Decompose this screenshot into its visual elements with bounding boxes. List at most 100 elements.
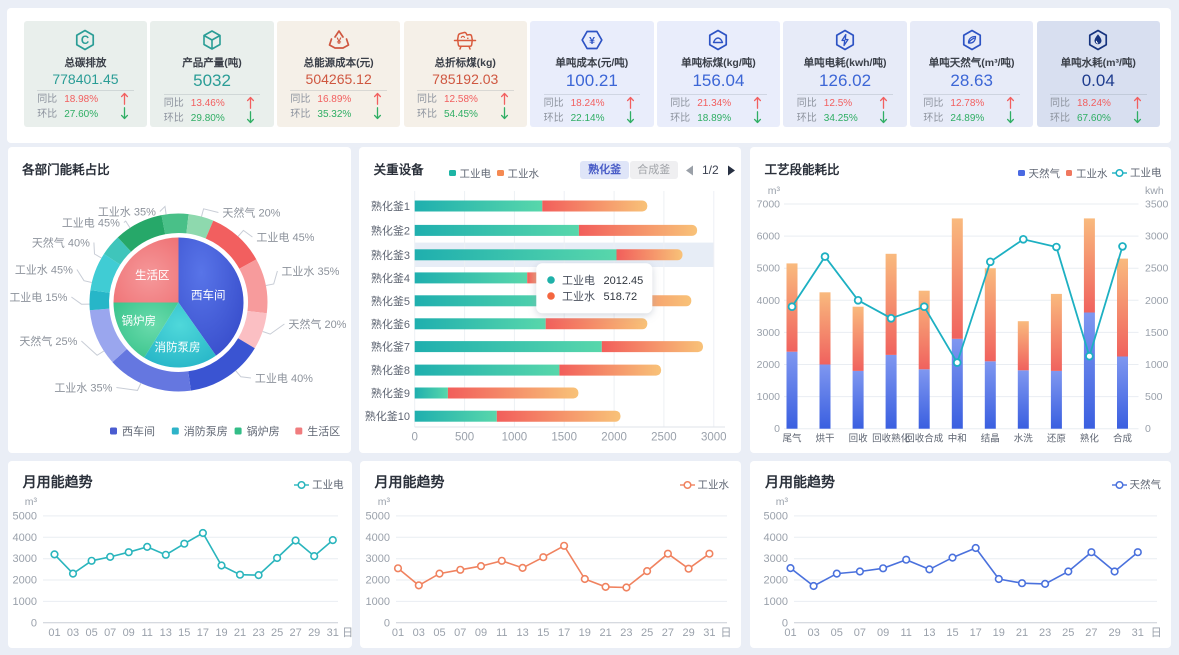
svg-text:尾气: 尾气 xyxy=(782,433,802,445)
svg-text:31: 31 xyxy=(326,627,338,639)
svg-text:日: 日 xyxy=(720,627,731,639)
svg-text:m³: m³ xyxy=(776,496,789,508)
svg-text:05: 05 xyxy=(831,627,843,639)
svg-text:2000: 2000 xyxy=(757,359,781,371)
svg-text:31: 31 xyxy=(1132,627,1144,639)
svg-text:熟化釜5: 熟化釜5 xyxy=(371,294,410,308)
svg-text:1000: 1000 xyxy=(764,595,788,607)
svg-text:熟化釜9: 熟化釜9 xyxy=(371,386,410,400)
svg-text:回收合成: 回收合成 xyxy=(905,433,944,445)
svg-text:3000: 3000 xyxy=(757,327,781,339)
svg-text:25: 25 xyxy=(640,627,652,639)
svg-text:29: 29 xyxy=(1108,627,1120,639)
svg-text:工业电 45%: 工业电 45% xyxy=(61,217,119,230)
svg-text:工业水 35%: 工业水 35% xyxy=(281,265,339,278)
svg-text:27: 27 xyxy=(661,627,673,639)
svg-text:5000: 5000 xyxy=(12,510,36,522)
svg-text:09: 09 xyxy=(474,627,486,639)
svg-text:5000: 5000 xyxy=(764,510,788,522)
svg-text:熟化釜4: 熟化釜4 xyxy=(371,271,410,285)
svg-text:kwh: kwh xyxy=(1145,185,1164,197)
svg-text:结晶: 结晶 xyxy=(981,433,1000,445)
svg-text:1000: 1000 xyxy=(757,391,781,403)
svg-text:19: 19 xyxy=(993,627,1005,639)
svg-text:消防泵房: 消防泵房 xyxy=(154,340,200,354)
svg-text:m³: m³ xyxy=(768,185,781,197)
svg-text:2500: 2500 xyxy=(651,432,677,444)
svg-text:¥: ¥ xyxy=(589,35,595,47)
svg-text:19: 19 xyxy=(215,627,227,639)
svg-text:03: 03 xyxy=(412,627,424,639)
svg-text:合成: 合成 xyxy=(1113,433,1133,445)
svg-text:锅炉房: 锅炉房 xyxy=(121,314,156,328)
svg-text:0: 0 xyxy=(782,617,788,629)
svg-text:23: 23 xyxy=(620,627,632,639)
svg-text:水洗: 水洗 xyxy=(1014,433,1034,445)
svg-text:2000: 2000 xyxy=(764,574,788,586)
svg-text:05: 05 xyxy=(85,627,97,639)
svg-text:7000: 7000 xyxy=(757,199,781,211)
svg-text:25: 25 xyxy=(1062,627,1074,639)
svg-text:工业电 15%: 工业电 15% xyxy=(9,291,67,304)
svg-text:C: C xyxy=(81,36,89,48)
svg-text:1500: 1500 xyxy=(551,432,577,444)
svg-text:07: 07 xyxy=(104,627,116,639)
svg-text:17: 17 xyxy=(196,627,208,639)
svg-text:15: 15 xyxy=(537,627,549,639)
svg-text:01: 01 xyxy=(48,627,60,639)
svg-text:日: 日 xyxy=(342,627,352,639)
svg-text:07: 07 xyxy=(854,627,866,639)
svg-text:518.72: 518.72 xyxy=(604,291,638,303)
svg-text:熟化釜3: 熟化釜3 xyxy=(371,248,410,262)
svg-text:1000: 1000 xyxy=(502,432,528,444)
svg-text:3000: 3000 xyxy=(701,432,727,444)
svg-text:生活区: 生活区 xyxy=(135,268,170,282)
svg-text:4000: 4000 xyxy=(757,295,781,307)
svg-text:回收: 回收 xyxy=(849,433,869,445)
svg-text:0: 0 xyxy=(774,423,780,435)
svg-text:3500: 3500 xyxy=(1145,199,1169,211)
svg-text:5000: 5000 xyxy=(757,263,781,275)
svg-text:2000: 2000 xyxy=(12,574,36,586)
svg-text:15: 15 xyxy=(946,627,958,639)
svg-text:¥: ¥ xyxy=(336,36,341,46)
svg-text:熟化釜1: 熟化釜1 xyxy=(371,199,410,213)
svg-text:05: 05 xyxy=(433,627,445,639)
svg-text:3000: 3000 xyxy=(12,553,36,565)
svg-text:0: 0 xyxy=(30,617,36,629)
svg-text:13: 13 xyxy=(923,627,935,639)
svg-text:3000: 3000 xyxy=(764,553,788,565)
svg-text:工业电: 工业电 xyxy=(562,274,595,287)
svg-text:m³: m³ xyxy=(24,496,37,508)
svg-text:4000: 4000 xyxy=(12,531,36,543)
svg-text:29: 29 xyxy=(308,627,320,639)
svg-text:1000: 1000 xyxy=(1145,359,1169,371)
svg-text:西车间: 西车间 xyxy=(191,288,226,302)
svg-text:13: 13 xyxy=(159,627,171,639)
svg-text:日: 日 xyxy=(1151,627,1162,639)
svg-text:29: 29 xyxy=(682,627,694,639)
svg-text:25: 25 xyxy=(271,627,283,639)
svg-text:生活区: 生活区 xyxy=(307,424,340,438)
svg-text:19: 19 xyxy=(578,627,590,639)
svg-text:31: 31 xyxy=(703,627,715,639)
svg-text:15: 15 xyxy=(178,627,190,639)
svg-text:5000: 5000 xyxy=(365,510,389,522)
svg-text:13: 13 xyxy=(516,627,528,639)
svg-text:27: 27 xyxy=(1085,627,1097,639)
svg-text:2000: 2000 xyxy=(365,574,389,586)
svg-text:3000: 3000 xyxy=(365,553,389,565)
svg-text:01: 01 xyxy=(784,627,796,639)
svg-text:500: 500 xyxy=(455,432,474,444)
svg-text:工业水 35%: 工业水 35% xyxy=(54,382,112,395)
svg-text:03: 03 xyxy=(807,627,819,639)
svg-text:锅炉房: 锅炉房 xyxy=(246,425,279,438)
svg-text:17: 17 xyxy=(970,627,982,639)
svg-text:3000: 3000 xyxy=(1145,231,1169,243)
svg-text:熟化: 熟化 xyxy=(1080,433,1100,445)
svg-text:2500: 2500 xyxy=(1145,263,1169,275)
svg-text:01: 01 xyxy=(391,627,403,639)
svg-text:09: 09 xyxy=(877,627,889,639)
svg-text:熟化釜8: 熟化釜8 xyxy=(371,363,410,377)
svg-text:西车间: 西车间 xyxy=(122,424,155,438)
